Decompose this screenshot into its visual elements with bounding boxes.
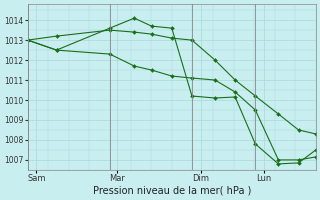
X-axis label: Pression niveau de la mer( hPa ): Pression niveau de la mer( hPa ) <box>92 186 251 196</box>
